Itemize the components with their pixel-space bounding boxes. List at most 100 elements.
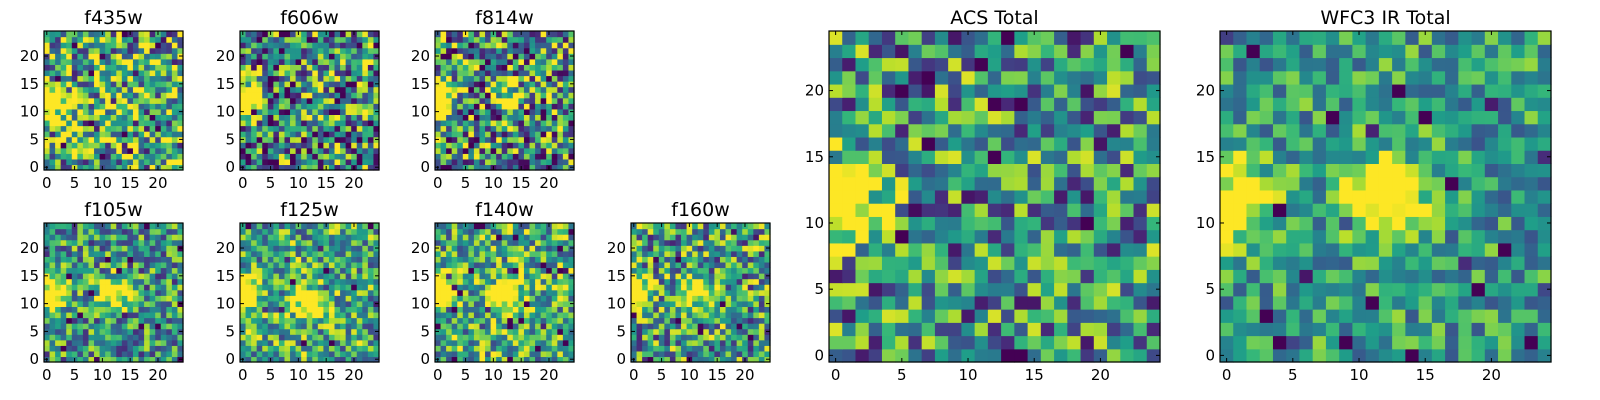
heatmap-cell bbox=[523, 334, 531, 341]
heatmap-cell bbox=[1040, 348, 1055, 363]
heatmap-cell bbox=[1040, 282, 1055, 297]
heatmap-cell bbox=[144, 317, 151, 324]
heatmap-cell bbox=[496, 267, 503, 274]
heatmap-cell bbox=[105, 125, 112, 132]
heatmap-cell bbox=[1027, 269, 1042, 284]
heatmap-cell bbox=[312, 142, 319, 149]
heatmap-cell bbox=[686, 339, 693, 346]
heatmap-cell bbox=[490, 81, 497, 88]
heatmap-cell bbox=[568, 75, 575, 82]
heatmap-cell bbox=[675, 345, 682, 352]
heatmap-cell bbox=[523, 256, 531, 263]
heatmap-cell bbox=[842, 189, 857, 204]
heatmap-cell bbox=[462, 284, 469, 291]
heatmap-cell bbox=[110, 317, 117, 324]
heatmap-cell bbox=[747, 356, 754, 363]
heatmap-cell bbox=[642, 334, 649, 341]
heatmap-cell bbox=[334, 158, 341, 166]
heatmap-cell bbox=[149, 31, 156, 38]
heatmap-cell bbox=[518, 339, 525, 346]
heatmap-cell bbox=[171, 339, 179, 346]
heatmap-cell bbox=[262, 267, 269, 274]
y-tick-label: 20 bbox=[216, 47, 235, 65]
heatmap-cell bbox=[501, 323, 508, 330]
heatmap-cell bbox=[855, 348, 870, 363]
heatmap-cell bbox=[362, 317, 369, 324]
heatmap-cell bbox=[262, 334, 269, 341]
heatmap-cell bbox=[473, 334, 481, 341]
heatmap-cell bbox=[149, 234, 156, 241]
heatmap-cell bbox=[262, 153, 269, 160]
heatmap-cell bbox=[301, 306, 308, 313]
heatmap-cell bbox=[881, 348, 896, 363]
heatmap-cell bbox=[753, 339, 760, 346]
heatmap-cell bbox=[127, 295, 134, 302]
heatmap-cell bbox=[647, 284, 654, 291]
heatmap-cell bbox=[290, 142, 297, 149]
heatmap-cell bbox=[473, 256, 481, 263]
heatmap-cell bbox=[546, 125, 553, 132]
heatmap-cell bbox=[551, 289, 558, 296]
heatmap-cell bbox=[568, 261, 575, 269]
heatmap-cell bbox=[557, 97, 564, 104]
heatmap-cell bbox=[301, 147, 308, 154]
heatmap-cell bbox=[256, 92, 263, 99]
heatmap-cell bbox=[373, 311, 380, 319]
heatmap-cell bbox=[457, 164, 464, 171]
heatmap-cell bbox=[1093, 242, 1108, 257]
heatmap-cell bbox=[551, 300, 558, 307]
heatmap-cell bbox=[485, 284, 492, 291]
heatmap-cell bbox=[66, 125, 73, 132]
heatmap-cell bbox=[1027, 322, 1042, 337]
heatmap-cell bbox=[88, 164, 95, 171]
y-tick-label: 5 bbox=[225, 130, 235, 148]
heatmap-cell bbox=[496, 53, 503, 60]
heatmap-cell bbox=[306, 58, 313, 65]
y-tick-label: 10 bbox=[20, 103, 39, 121]
heatmap-cell bbox=[262, 97, 269, 104]
heatmap-cell bbox=[501, 147, 508, 154]
heatmap-cell bbox=[736, 261, 743, 269]
heatmap-cell bbox=[742, 234, 749, 241]
heatmap-cell bbox=[99, 81, 106, 88]
heatmap-cell bbox=[490, 86, 497, 93]
heatmap-cell bbox=[719, 323, 727, 330]
heatmap-cell bbox=[295, 256, 302, 263]
heatmap-cell bbox=[501, 273, 508, 280]
heatmap-cell bbox=[110, 356, 117, 363]
heatmap-cell bbox=[306, 273, 313, 280]
heatmap-cell bbox=[132, 345, 140, 352]
heatmap-cell bbox=[166, 228, 173, 235]
heatmap-cell bbox=[1067, 242, 1082, 257]
heatmap-cell bbox=[351, 47, 358, 54]
heatmap-cell bbox=[105, 245, 112, 252]
heatmap-cell bbox=[356, 317, 363, 324]
heatmap-cell bbox=[1080, 163, 1095, 178]
heatmap-cell bbox=[77, 81, 84, 88]
heatmap-cell bbox=[245, 289, 252, 296]
heatmap-cell bbox=[557, 356, 564, 363]
heatmap-cell bbox=[273, 317, 280, 324]
heatmap-cell bbox=[636, 278, 643, 285]
heatmap-cell bbox=[290, 278, 297, 285]
heatmap-cell bbox=[177, 345, 184, 352]
heatmap-cell bbox=[675, 223, 682, 230]
heatmap-cell bbox=[1054, 348, 1068, 363]
heatmap-cell bbox=[1014, 189, 1029, 204]
heatmap-cell bbox=[171, 356, 179, 363]
heatmap-cell bbox=[356, 64, 363, 71]
heatmap-cell bbox=[49, 284, 56, 291]
heatmap-cell bbox=[636, 311, 643, 319]
heatmap-cell bbox=[742, 256, 749, 263]
heatmap-cell bbox=[155, 350, 162, 358]
heatmap-cell bbox=[82, 119, 90, 127]
heatmap-cell bbox=[284, 47, 291, 54]
heatmap-cell bbox=[256, 234, 263, 241]
heatmap-cell bbox=[367, 295, 375, 302]
heatmap-cell bbox=[290, 339, 297, 346]
heatmap-cell bbox=[1146, 256, 1161, 270]
heatmap-cell bbox=[60, 125, 67, 132]
heatmap-cell bbox=[529, 97, 536, 104]
heatmap-cell bbox=[356, 267, 363, 274]
heatmap-cell bbox=[116, 97, 123, 104]
